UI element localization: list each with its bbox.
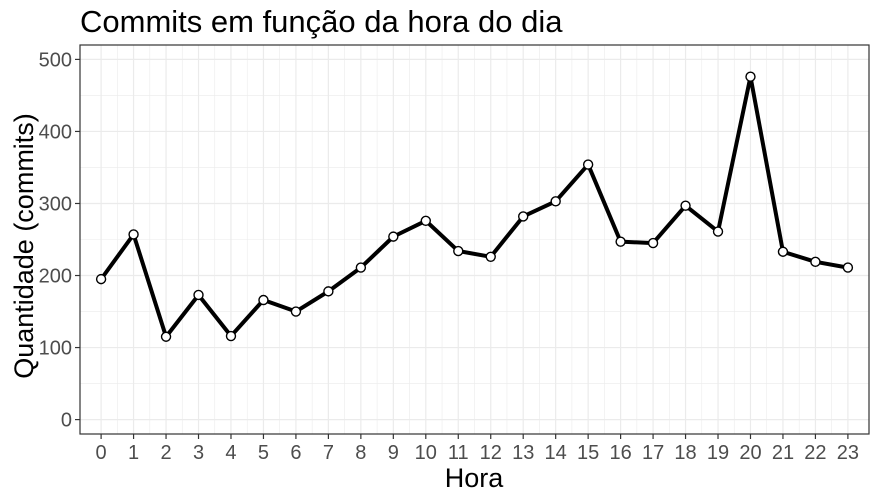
- data-point: [258, 294, 269, 306]
- x-tick-label: 6: [290, 442, 301, 464]
- data-point: [355, 262, 367, 273]
- data-point: [550, 196, 561, 207]
- panel-border: [79, 44, 870, 435]
- y-tick-label: 500: [39, 49, 72, 71]
- x-tick-label: 1: [128, 442, 139, 464]
- x-tick-label: 5: [258, 442, 269, 464]
- data-point: [323, 286, 334, 297]
- x-tick-label: 10: [415, 442, 437, 464]
- x-tick-label: 20: [739, 442, 761, 464]
- data-point: [485, 251, 496, 262]
- x-tick-label: 9: [388, 442, 399, 464]
- y-tick-label: 400: [39, 121, 72, 143]
- data-point: [128, 229, 139, 240]
- data-point: [680, 200, 691, 211]
- x-tick-label: 8: [355, 442, 366, 464]
- data-point: [95, 273, 107, 285]
- data-point: [810, 256, 821, 268]
- x-axis: 0 1 2 3 4 5 6 7 8 9 10 11 12 13 14 15 16 17 18 19 20 21 22 23: [96, 434, 859, 464]
- x-axis-title: Hora: [445, 463, 505, 493]
- data-point: [712, 226, 724, 237]
- x-tick-label: 21: [772, 442, 794, 464]
- data-point: [842, 262, 854, 273]
- data-point: [453, 245, 464, 257]
- x-tick-label: 3: [193, 442, 204, 464]
- data-point: [615, 236, 626, 247]
- x-tick-label: 4: [225, 442, 236, 464]
- data-point: [518, 211, 529, 222]
- data-point: [225, 330, 237, 342]
- data-point: [160, 331, 172, 342]
- x-tick-label: 19: [707, 442, 729, 464]
- x-tick-label: 16: [609, 442, 631, 464]
- y-tick-label: 300: [39, 193, 72, 215]
- series-commits: [95, 71, 854, 342]
- data-point: [193, 289, 204, 301]
- y-tick-label: 200: [39, 266, 72, 288]
- data-point: [388, 231, 399, 242]
- x-tick-label: 15: [577, 442, 599, 464]
- y-tick-label: 0: [61, 410, 72, 432]
- data-point: [420, 215, 431, 226]
- x-tick-label: 0: [96, 442, 107, 464]
- data-point: [777, 246, 789, 257]
- data-point: [745, 71, 756, 82]
- x-tick-label: 18: [674, 442, 696, 464]
- data-point: [582, 159, 594, 170]
- x-tick-label: 13: [512, 442, 534, 464]
- series-line: [99, 74, 850, 339]
- x-tick-label: 17: [642, 442, 664, 464]
- x-tick-label: 12: [480, 442, 502, 464]
- x-tick-label: 22: [804, 442, 826, 464]
- x-tick-label: 11: [448, 442, 469, 464]
- data-point: [647, 237, 659, 249]
- y-tick-label: 100: [39, 338, 72, 360]
- x-tick-label: 2: [160, 442, 171, 464]
- data-point: [290, 306, 302, 317]
- x-tick-label: 7: [323, 442, 334, 464]
- chart-title: Commits em função da hora do dia: [80, 4, 563, 39]
- y-axis-title: Quantidade (commits): [9, 113, 39, 379]
- y-axis: 0 100 200 300 400 500: [39, 49, 80, 432]
- x-tick-label: 14: [545, 442, 567, 464]
- x-tick-label: 23: [837, 442, 859, 464]
